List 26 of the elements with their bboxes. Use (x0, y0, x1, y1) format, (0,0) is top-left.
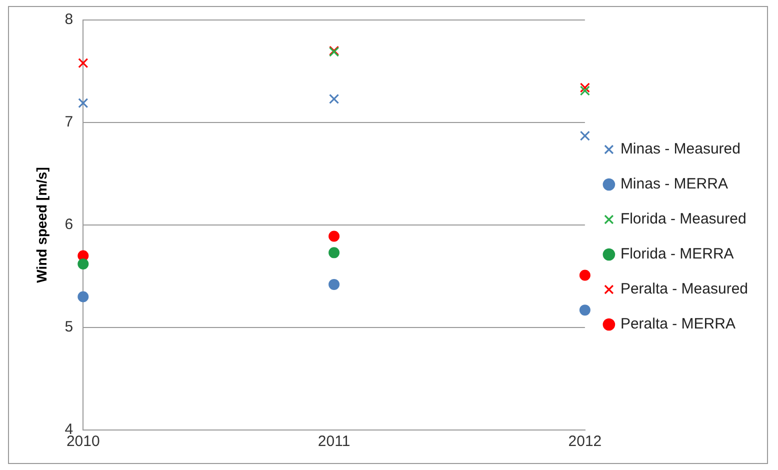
y-tick-label: 6 (64, 216, 74, 234)
point (328, 278, 340, 290)
legend-label: Peralta - Measured (620, 280, 748, 298)
point (78, 291, 89, 302)
point (328, 230, 340, 242)
point (580, 82, 590, 93)
legend-label: Florida - Measured (620, 210, 746, 228)
point (78, 258, 89, 270)
x-tick-label: 2012 (568, 433, 602, 450)
y-tick-label: 7 (64, 114, 74, 131)
y-tick-label: 8 (64, 11, 74, 28)
legend-label: Peralta - MERRA (620, 316, 736, 333)
x-tick-label: 2011 (318, 433, 350, 450)
point (580, 130, 590, 141)
y-axis-title: Wind speed [m/s] (33, 167, 50, 283)
point (579, 270, 590, 281)
legend-label: Florida - MERRA (620, 246, 734, 263)
legend-label: Minas - MERRA (620, 176, 728, 193)
legend-label: Minas - Measured (620, 140, 740, 158)
point (78, 98, 88, 108)
point (329, 94, 340, 104)
y-tick-label: 5 (64, 318, 74, 336)
point (328, 247, 340, 258)
point (579, 304, 590, 316)
point (78, 58, 88, 68)
point (580, 86, 590, 96)
